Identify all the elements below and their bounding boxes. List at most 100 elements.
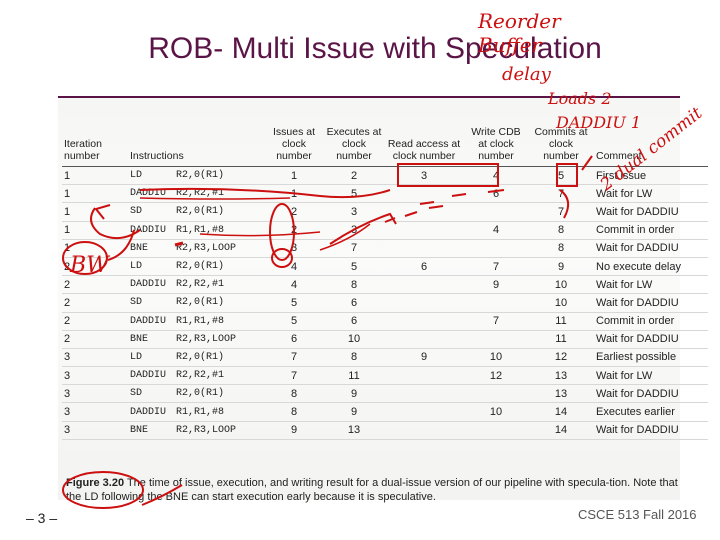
cell-execute: 9 <box>324 384 384 404</box>
cell-iteration: 3 <box>62 384 128 404</box>
table-row: 2 DADDIU R1,R1,#8 5 6 7 11 Commit in order <box>62 312 708 331</box>
timing-table: Iteration number Instructions Issues at … <box>62 104 708 440</box>
cell-iteration: 2 <box>62 312 128 331</box>
circle-bw <box>62 241 108 275</box>
cell-opcode: LD <box>128 166 174 186</box>
cell-opcode: BNE <box>128 239 174 258</box>
circle-issue-3 <box>271 248 293 268</box>
underline-sd <box>199 231 321 237</box>
cell-comment: Wait for LW <box>594 366 708 386</box>
circle-figure-label <box>62 471 144 509</box>
cell-opcode: DADDIU <box>128 275 174 295</box>
annotation-reorder: Reorder <box>477 9 562 33</box>
cell-opcode: DADDIU <box>128 221 174 240</box>
cell-write-cdb <box>464 384 528 404</box>
cell-write-cdb: 7 <box>464 257 528 277</box>
cell-read-access <box>384 239 464 258</box>
cell-commit: 14 <box>528 402 594 422</box>
cell-commit: 10 <box>528 275 594 295</box>
cell-commit: 14 <box>528 421 594 440</box>
header-instructions: Instructions <box>128 104 264 167</box>
table-row: 2 SD R2,0(R1) 5 6 10 Wait for DADDIU <box>62 293 708 313</box>
cell-issue: 9 <box>264 421 324 440</box>
cell-execute: 9 <box>324 402 384 422</box>
cell-opcode: BNE <box>128 421 174 440</box>
stroke-executes <box>319 223 371 251</box>
stroke-caption <box>141 484 183 506</box>
table-row: 3 DADDIU R2,R2,#1 7 11 12 13 Wait for LW <box>62 366 708 386</box>
annotation-daddiu: DADDIU 1 <box>555 113 641 132</box>
cell-read-access <box>384 330 464 349</box>
cell-operands: R2,R2,#1 <box>174 275 264 295</box>
cell-write-cdb <box>464 293 528 313</box>
cell-comment: Wait for DADDIU <box>594 421 708 440</box>
cell-read-access: 9 <box>384 348 464 368</box>
slide-title: ROB- Multi Issue with Speculation <box>148 32 602 65</box>
cell-execute: 13 <box>324 421 384 440</box>
cell-read-access <box>384 402 464 422</box>
cell-operands: R2,R3,LOOP <box>174 421 264 440</box>
header-commits: Commits at clock number <box>528 104 594 167</box>
header-comment: Comment <box>594 104 708 167</box>
cell-issue: 1 <box>264 166 324 186</box>
cell-read-access: 3 <box>384 166 464 186</box>
table-row: 1 SD R2,0(R1) 2 3 7 Wait for DADDIU <box>62 202 708 222</box>
cell-write-cdb: 7 <box>464 312 528 331</box>
cell-write-cdb: 4 <box>464 166 528 186</box>
cell-write-cdb <box>464 421 528 440</box>
table-row: 3 DADDIU R1,R1,#8 8 9 10 14 Executes earlier <box>62 402 708 422</box>
cell-commit: 13 <box>528 384 594 404</box>
cell-commit: 13 <box>528 366 594 386</box>
table-row: 1 DADDIU R1,R1,#8 2 3 4 8 Commit in order <box>62 221 708 240</box>
cell-opcode: DADDIU <box>128 366 174 386</box>
cell-execute: 6 <box>324 293 384 313</box>
cell-operands: R2,0(R1) <box>174 257 264 277</box>
cell-comment: Wait for DADDIU <box>594 239 708 258</box>
cell-iteration: 3 <box>62 366 128 386</box>
cell-execute: 5 <box>324 184 384 204</box>
table-row: 1 LD R2,0(R1) 1 2 3 4 5 First issue <box>62 166 708 186</box>
header-issues: Issues at clock number <box>264 104 324 167</box>
caption-label: Figure 3.20 <box>66 477 125 489</box>
cell-comment: Wait for DADDIU <box>594 202 708 222</box>
cell-commit: 11 <box>528 312 594 331</box>
cell-write-cdb: 6 <box>464 184 528 204</box>
header-iteration: Iteration number <box>62 104 128 167</box>
cell-iteration: 3 <box>62 402 128 422</box>
cell-write-cdb <box>464 239 528 258</box>
cell-iteration: 2 <box>62 275 128 295</box>
underline-ld <box>139 187 391 199</box>
table-row: 3 BNE R2,R3,LOOP 9 13 14 Wait for DADDIU <box>62 421 708 440</box>
cell-comment: Wait for DADDIU <box>594 384 708 404</box>
cell-opcode: SD <box>128 202 174 222</box>
tick-commit <box>581 155 593 171</box>
cell-execute: 2 <box>324 166 384 186</box>
cell-execute: 5 <box>324 257 384 277</box>
cell-comment: Earliest possible <box>594 348 708 368</box>
cell-execute: 7 <box>324 239 384 258</box>
cell-issue: 4 <box>264 257 324 277</box>
cell-comment: First issue <box>594 166 708 186</box>
cell-comment: Executes earlier <box>594 402 708 422</box>
underline-daddiu <box>139 197 291 200</box>
circle-issue-2 <box>269 203 295 261</box>
arrow-bw <box>107 229 135 261</box>
cell-read-access <box>384 293 464 313</box>
cell-write-cdb: 10 <box>464 348 528 368</box>
cell-read-access <box>384 184 464 204</box>
cell-issue: 5 <box>264 312 324 331</box>
cell-write-cdb: 9 <box>464 275 528 295</box>
cell-write-cdb: 4 <box>464 221 528 240</box>
cell-commit: 7 <box>528 202 594 222</box>
cell-operands: R2,0(R1) <box>174 293 264 313</box>
cell-comment: Wait for DADDIU <box>594 330 708 349</box>
cell-operands: R2,0(R1) <box>174 384 264 404</box>
brace-commit <box>559 189 570 219</box>
cell-opcode: DADDIU <box>128 402 174 422</box>
cell-comment: Wait for LW <box>594 275 708 295</box>
cell-iteration: 2 <box>62 293 128 313</box>
arrow-loop <box>90 207 141 240</box>
cell-write-cdb <box>464 202 528 222</box>
cell-operands: R2,0(R1) <box>174 348 264 368</box>
